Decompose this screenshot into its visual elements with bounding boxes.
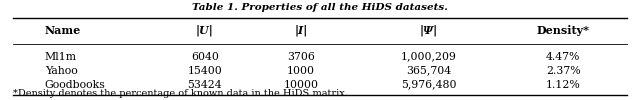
Text: 15400: 15400	[188, 66, 222, 76]
Text: 2.37%: 2.37%	[546, 66, 580, 76]
Text: Density*: Density*	[537, 25, 589, 36]
Text: 5,976,480: 5,976,480	[401, 80, 456, 90]
Text: Goodbooks: Goodbooks	[45, 80, 106, 90]
Text: Table 1. Properties of all the HiDS datasets.: Table 1. Properties of all the HiDS data…	[192, 3, 448, 12]
Text: |U|: |U|	[196, 25, 214, 36]
Text: |I|: |I|	[294, 25, 307, 36]
Text: Ml1m: Ml1m	[45, 52, 77, 62]
Text: 1,000,209: 1,000,209	[401, 52, 457, 62]
Text: *Density denotes the percentage of known data in the HiDS matrix.: *Density denotes the percentage of known…	[13, 88, 348, 98]
Text: 6040: 6040	[191, 52, 219, 62]
Text: |Ψ|: |Ψ|	[420, 25, 438, 36]
Text: 365,704: 365,704	[406, 66, 451, 76]
Text: 10000: 10000	[284, 80, 318, 90]
Text: 3706: 3706	[287, 52, 315, 62]
Text: 1000: 1000	[287, 66, 315, 76]
Text: 53424: 53424	[188, 80, 222, 90]
Text: Name: Name	[45, 25, 81, 36]
Text: 4.47%: 4.47%	[546, 52, 580, 62]
Text: Yahoo: Yahoo	[45, 66, 77, 76]
Text: 1.12%: 1.12%	[546, 80, 580, 90]
